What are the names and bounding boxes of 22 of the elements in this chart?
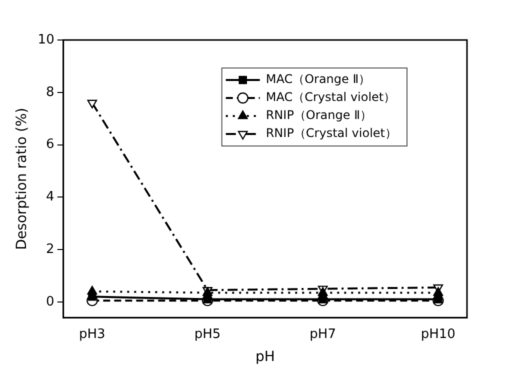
y-tick-label: 0 bbox=[46, 294, 54, 310]
legend-label: MAC（Crystal violet） bbox=[266, 90, 396, 104]
y-tick-label: 6 bbox=[46, 137, 54, 152]
point bbox=[434, 295, 442, 304]
x-tick-label: pH5 bbox=[194, 326, 221, 342]
point bbox=[87, 100, 98, 108]
y-tick-label: 2 bbox=[46, 242, 54, 257]
y-tick-label: 10 bbox=[38, 32, 54, 48]
y-axis-title: Desorption ratio (%) bbox=[14, 108, 30, 250]
x-axis-title: pH bbox=[255, 349, 275, 366]
point bbox=[433, 287, 444, 296]
y-tick-label: 4 bbox=[46, 190, 54, 205]
y-tick-label: 8 bbox=[46, 84, 54, 100]
legend-label: RNIP（Crystal violet） bbox=[266, 126, 398, 140]
x-tick-label: pH3 bbox=[79, 326, 106, 342]
x-tick-label: pH10 bbox=[420, 326, 456, 342]
legend-label: MAC（Orange Ⅱ） bbox=[266, 72, 371, 86]
x-tick-label: pH7 bbox=[310, 326, 336, 342]
point bbox=[203, 295, 212, 304]
point bbox=[88, 292, 96, 301]
legend-label: RNIP（Orange Ⅱ） bbox=[266, 108, 372, 122]
point bbox=[318, 295, 327, 304]
